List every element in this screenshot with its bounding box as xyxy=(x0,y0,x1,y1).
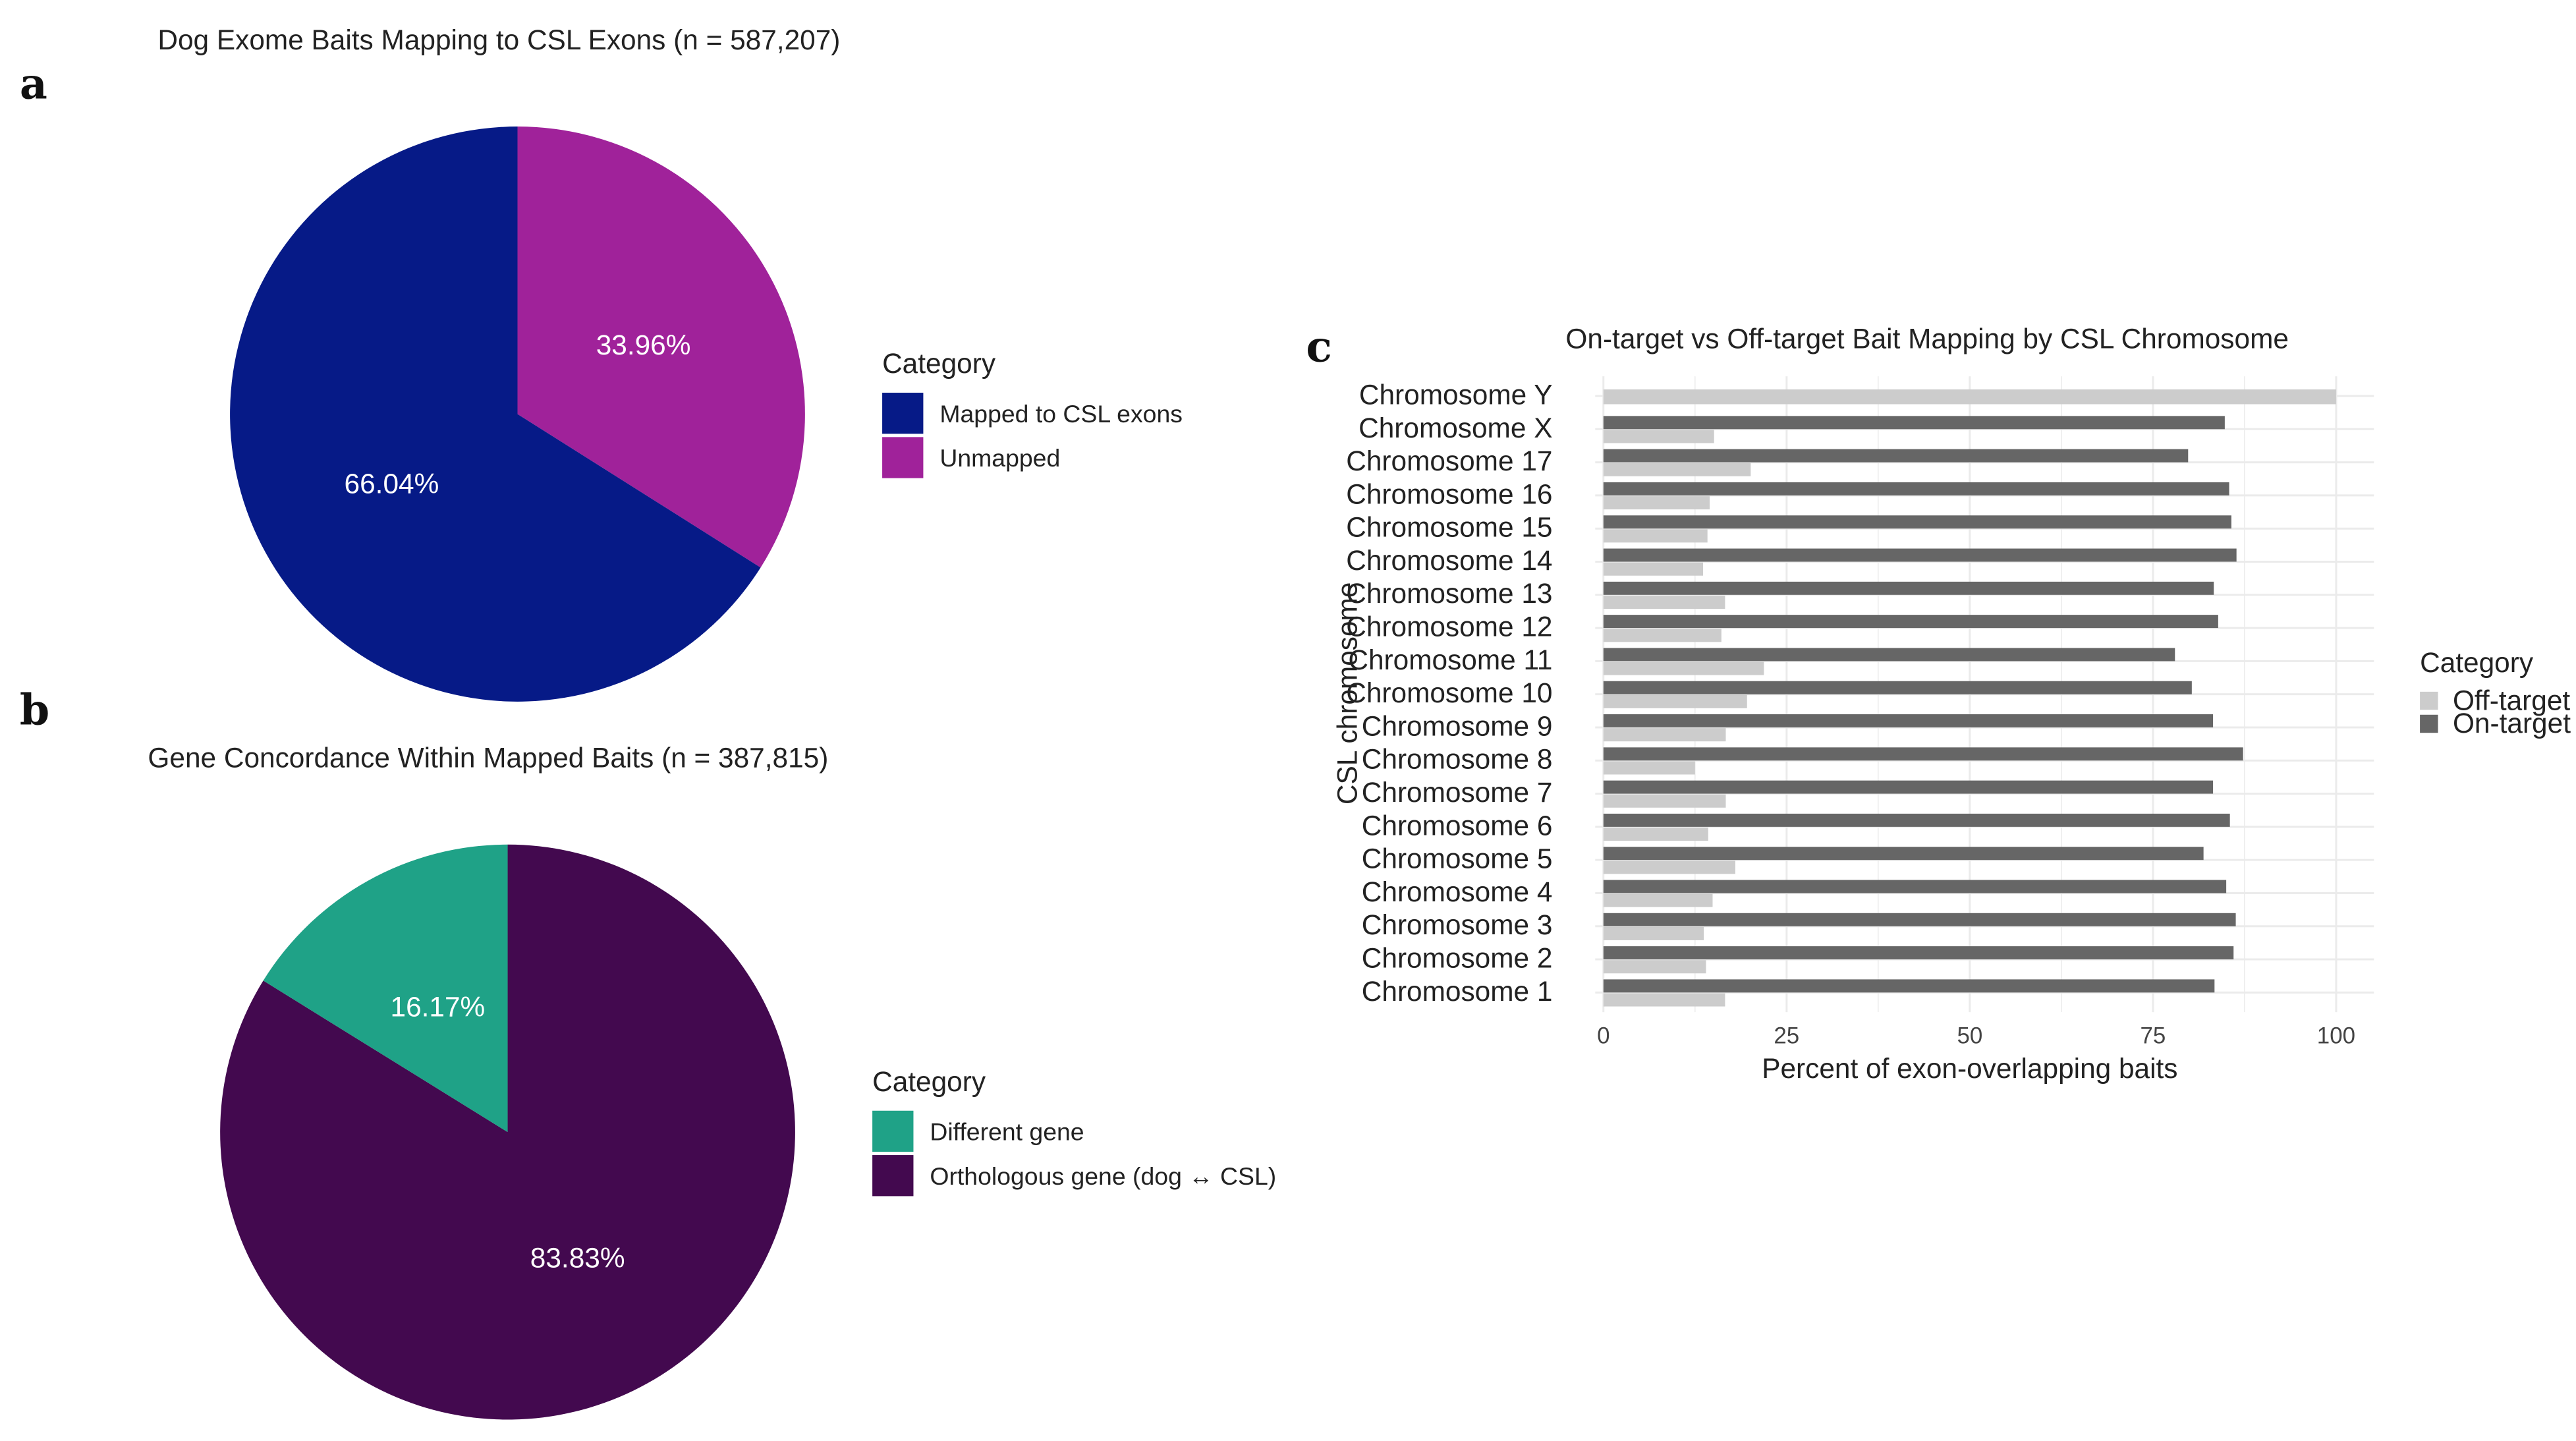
y-tick-label: Chromosome 1 xyxy=(1362,976,1553,1007)
legend-label: Orthologous gene (dog ↔ CSL) xyxy=(930,1162,1276,1190)
legend-swatch xyxy=(882,393,924,434)
bar-off-target xyxy=(1603,893,1713,907)
slice-label: 66.04% xyxy=(345,468,439,499)
pie-slice xyxy=(263,844,508,1133)
bar-on-target xyxy=(1603,880,2227,893)
bar-on-target xyxy=(1603,515,2231,529)
y-tick-label: Chromosome 6 xyxy=(1362,810,1553,841)
y-tick-label: Chromosome 9 xyxy=(1362,710,1553,741)
legend-label: Off-target xyxy=(2453,685,2570,716)
bar-off-target xyxy=(1603,430,1714,443)
slice-label: 16.17% xyxy=(391,991,486,1022)
panel-label-c: c xyxy=(1306,322,1331,372)
legend-label: On-target xyxy=(2453,708,2571,739)
bar-off-target xyxy=(1603,596,1725,609)
bar-off-target xyxy=(1603,496,1710,510)
pie-slice xyxy=(230,127,761,702)
bar-off-target xyxy=(1603,861,1735,874)
bar-off-target xyxy=(1603,562,1704,576)
bar-off-target xyxy=(1603,629,1722,642)
bar-off-target xyxy=(1603,529,1708,543)
y-tick-label: Chromosome 14 xyxy=(1346,545,1552,576)
bar-on-target xyxy=(1603,946,2234,960)
y-tick-label: Chromosome 4 xyxy=(1362,876,1553,907)
y-tick-label: Chromosome 3 xyxy=(1362,909,1553,940)
chart-title: Gene Concordance Within Mapped Baits (n … xyxy=(148,743,828,774)
x-axis-label: Percent of exon-overlapping baits xyxy=(1762,1053,2177,1084)
bar-on-target xyxy=(1603,913,2236,926)
legend-swatch xyxy=(2420,691,2438,710)
x-tick-label: 25 xyxy=(1774,1023,1799,1048)
bar-off-target xyxy=(1603,993,1725,1007)
bar-off-target xyxy=(1603,828,1708,841)
bar-on-target xyxy=(1603,615,2218,629)
y-tick-label: Chromosome 15 xyxy=(1346,512,1552,543)
legend-title: Category xyxy=(872,1066,986,1097)
legend-title: Category xyxy=(2420,647,2534,678)
slice-label: 83.83% xyxy=(530,1243,625,1274)
bar-on-target xyxy=(1603,979,2215,993)
panel-label-a: a xyxy=(20,59,47,109)
legend-label: Mapped to CSL exons xyxy=(939,400,1183,428)
bar-on-target xyxy=(1603,416,2225,430)
y-tick-label: Chromosome 11 xyxy=(1348,644,1552,675)
legend-swatch xyxy=(882,437,924,478)
bar-off-target xyxy=(1603,694,1747,708)
legend-label: Different gene xyxy=(930,1118,1084,1146)
y-tick-label: Chromosome 5 xyxy=(1362,843,1553,874)
legend-title: Category xyxy=(882,348,996,379)
y-tick-label: Chromosome 12 xyxy=(1346,611,1552,642)
bar-on-target xyxy=(1603,847,2204,861)
y-tick-label: Chromosome 10 xyxy=(1346,677,1552,708)
legend-swatch xyxy=(872,1110,914,1152)
y-tick-label: Chromosome 8 xyxy=(1362,744,1553,775)
legend-swatch xyxy=(872,1155,914,1197)
bar-off-target xyxy=(1603,761,1695,775)
bar-on-target xyxy=(1603,648,2175,662)
y-tick-label: Chromosome Y xyxy=(1359,379,1553,410)
bar-off-target xyxy=(1603,662,1764,675)
bar-on-target xyxy=(1603,714,2214,727)
y-tick-label: Chromosome X xyxy=(1358,412,1552,443)
bar-on-target xyxy=(1603,482,2229,495)
x-tick-label: 0 xyxy=(1597,1023,1610,1048)
panel-label-b: b xyxy=(20,685,49,735)
chart-title: Dog Exome Baits Mapping to CSL Exons (n … xyxy=(157,24,840,55)
y-tick-label: Chromosome 7 xyxy=(1362,777,1553,808)
bar-off-target xyxy=(1603,960,1706,974)
bar-off-target xyxy=(1603,463,1751,476)
bar-on-target xyxy=(1603,449,2189,463)
x-tick-label: 75 xyxy=(2140,1023,2166,1048)
bar-on-target xyxy=(1603,681,2192,694)
legend-swatch xyxy=(2420,714,2438,733)
bar-on-target xyxy=(1603,548,2237,562)
bar-chart-c: On-target vs Off-target Bait Mapping by … xyxy=(1332,324,2571,1084)
y-tick-label: Chromosome 16 xyxy=(1346,478,1552,509)
x-tick-label: 100 xyxy=(2317,1023,2355,1048)
bar-off-target xyxy=(1603,794,1726,808)
bar-on-target xyxy=(1603,813,2230,827)
bar-on-target xyxy=(1603,780,2214,794)
chart-title: On-target vs Off-target Bait Mapping by … xyxy=(1565,324,2289,354)
pie-slice xyxy=(220,844,795,1420)
pie-chart-a: Dog Exome Baits Mapping to CSL Exons (n … xyxy=(157,24,1183,702)
bar-off-target xyxy=(1603,389,2336,405)
y-tick-label: Chromosome 13 xyxy=(1346,578,1552,609)
bar-on-target xyxy=(1603,747,2243,761)
pie-slice xyxy=(517,127,805,568)
x-tick-label: 50 xyxy=(1957,1023,1982,1048)
pie-chart-b: Gene Concordance Within Mapped Baits (n … xyxy=(148,743,1276,1420)
bar-on-target xyxy=(1603,581,2214,595)
y-tick-label: Chromosome 2 xyxy=(1362,943,1553,974)
slice-label: 33.96% xyxy=(596,329,691,360)
y-tick-label: Chromosome 17 xyxy=(1346,445,1552,476)
y-axis-label: CSL chromosome xyxy=(1332,582,1363,805)
bar-off-target xyxy=(1603,728,1726,742)
bar-off-target xyxy=(1603,926,1704,940)
legend-label: Unmapped xyxy=(939,444,1060,472)
